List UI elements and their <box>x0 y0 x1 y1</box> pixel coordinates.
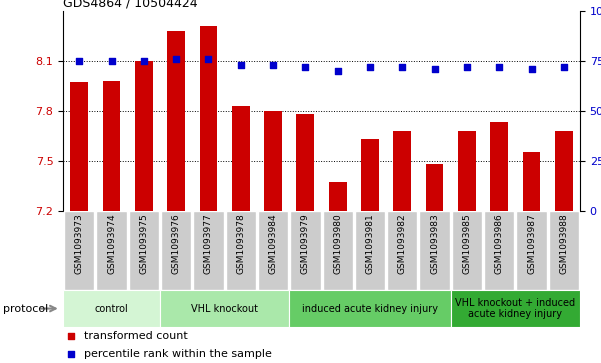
Point <box>236 62 246 68</box>
Point <box>66 333 76 339</box>
Point <box>268 62 278 68</box>
Point <box>495 64 504 70</box>
FancyBboxPatch shape <box>194 211 224 290</box>
Text: induced acute kidney injury: induced acute kidney injury <box>302 303 438 314</box>
Text: GDS4864 / 10504424: GDS4864 / 10504424 <box>63 0 198 10</box>
Bar <box>329 182 347 211</box>
FancyBboxPatch shape <box>289 290 451 327</box>
Bar <box>232 106 249 211</box>
Text: protocol: protocol <box>3 303 48 314</box>
Text: VHL knockout + induced
acute kidney injury: VHL knockout + induced acute kidney inju… <box>456 298 575 319</box>
FancyBboxPatch shape <box>63 290 160 327</box>
FancyBboxPatch shape <box>484 211 514 290</box>
Text: GSM1093978: GSM1093978 <box>236 213 245 274</box>
Text: GSM1093982: GSM1093982 <box>398 213 407 274</box>
Point <box>462 64 472 70</box>
FancyBboxPatch shape <box>258 211 288 290</box>
Point <box>333 68 343 74</box>
Point <box>559 64 569 70</box>
Point <box>107 58 117 64</box>
Bar <box>296 114 314 211</box>
Text: GSM1093988: GSM1093988 <box>560 213 569 274</box>
FancyBboxPatch shape <box>290 211 320 290</box>
FancyBboxPatch shape <box>387 211 418 290</box>
Point <box>365 64 375 70</box>
FancyBboxPatch shape <box>323 211 353 290</box>
Text: VHL knockout: VHL knockout <box>191 303 258 314</box>
Point <box>300 64 310 70</box>
FancyBboxPatch shape <box>549 211 579 290</box>
FancyBboxPatch shape <box>452 211 482 290</box>
FancyBboxPatch shape <box>355 211 385 290</box>
Point <box>139 58 148 64</box>
Text: GSM1093987: GSM1093987 <box>527 213 536 274</box>
Text: GSM1093980: GSM1093980 <box>333 213 342 274</box>
Bar <box>135 61 153 211</box>
Bar <box>103 81 120 211</box>
Point <box>171 56 181 62</box>
FancyBboxPatch shape <box>161 211 191 290</box>
FancyBboxPatch shape <box>160 290 289 327</box>
Bar <box>264 111 282 211</box>
Text: GSM1093984: GSM1093984 <box>269 213 278 274</box>
FancyBboxPatch shape <box>419 211 450 290</box>
FancyBboxPatch shape <box>516 211 547 290</box>
Text: GSM1093975: GSM1093975 <box>139 213 148 274</box>
Bar <box>458 131 476 211</box>
Bar <box>555 131 573 211</box>
Text: percentile rank within the sample: percentile rank within the sample <box>84 349 272 359</box>
Bar <box>200 26 218 211</box>
Text: control: control <box>95 303 129 314</box>
Text: GSM1093979: GSM1093979 <box>301 213 310 274</box>
FancyBboxPatch shape <box>129 211 159 290</box>
Point <box>66 351 76 357</box>
Bar <box>70 82 88 211</box>
FancyBboxPatch shape <box>225 211 256 290</box>
Text: GSM1093977: GSM1093977 <box>204 213 213 274</box>
Point <box>430 66 439 72</box>
Text: GSM1093976: GSM1093976 <box>172 213 181 274</box>
Bar <box>490 122 508 211</box>
FancyBboxPatch shape <box>451 290 580 327</box>
FancyBboxPatch shape <box>96 211 127 290</box>
Point <box>397 64 407 70</box>
Point <box>526 66 536 72</box>
FancyBboxPatch shape <box>64 211 94 290</box>
Text: GSM1093986: GSM1093986 <box>495 213 504 274</box>
Bar <box>361 139 379 211</box>
Text: GSM1093983: GSM1093983 <box>430 213 439 274</box>
Text: GSM1093973: GSM1093973 <box>75 213 84 274</box>
Point <box>75 58 84 64</box>
Text: transformed count: transformed count <box>84 331 188 341</box>
Bar <box>523 152 540 211</box>
Bar <box>394 131 411 211</box>
Text: GSM1093981: GSM1093981 <box>365 213 374 274</box>
Bar <box>167 31 185 211</box>
Bar <box>426 164 444 211</box>
Text: GSM1093985: GSM1093985 <box>462 213 471 274</box>
Text: GSM1093974: GSM1093974 <box>107 213 116 274</box>
Point <box>204 56 213 62</box>
